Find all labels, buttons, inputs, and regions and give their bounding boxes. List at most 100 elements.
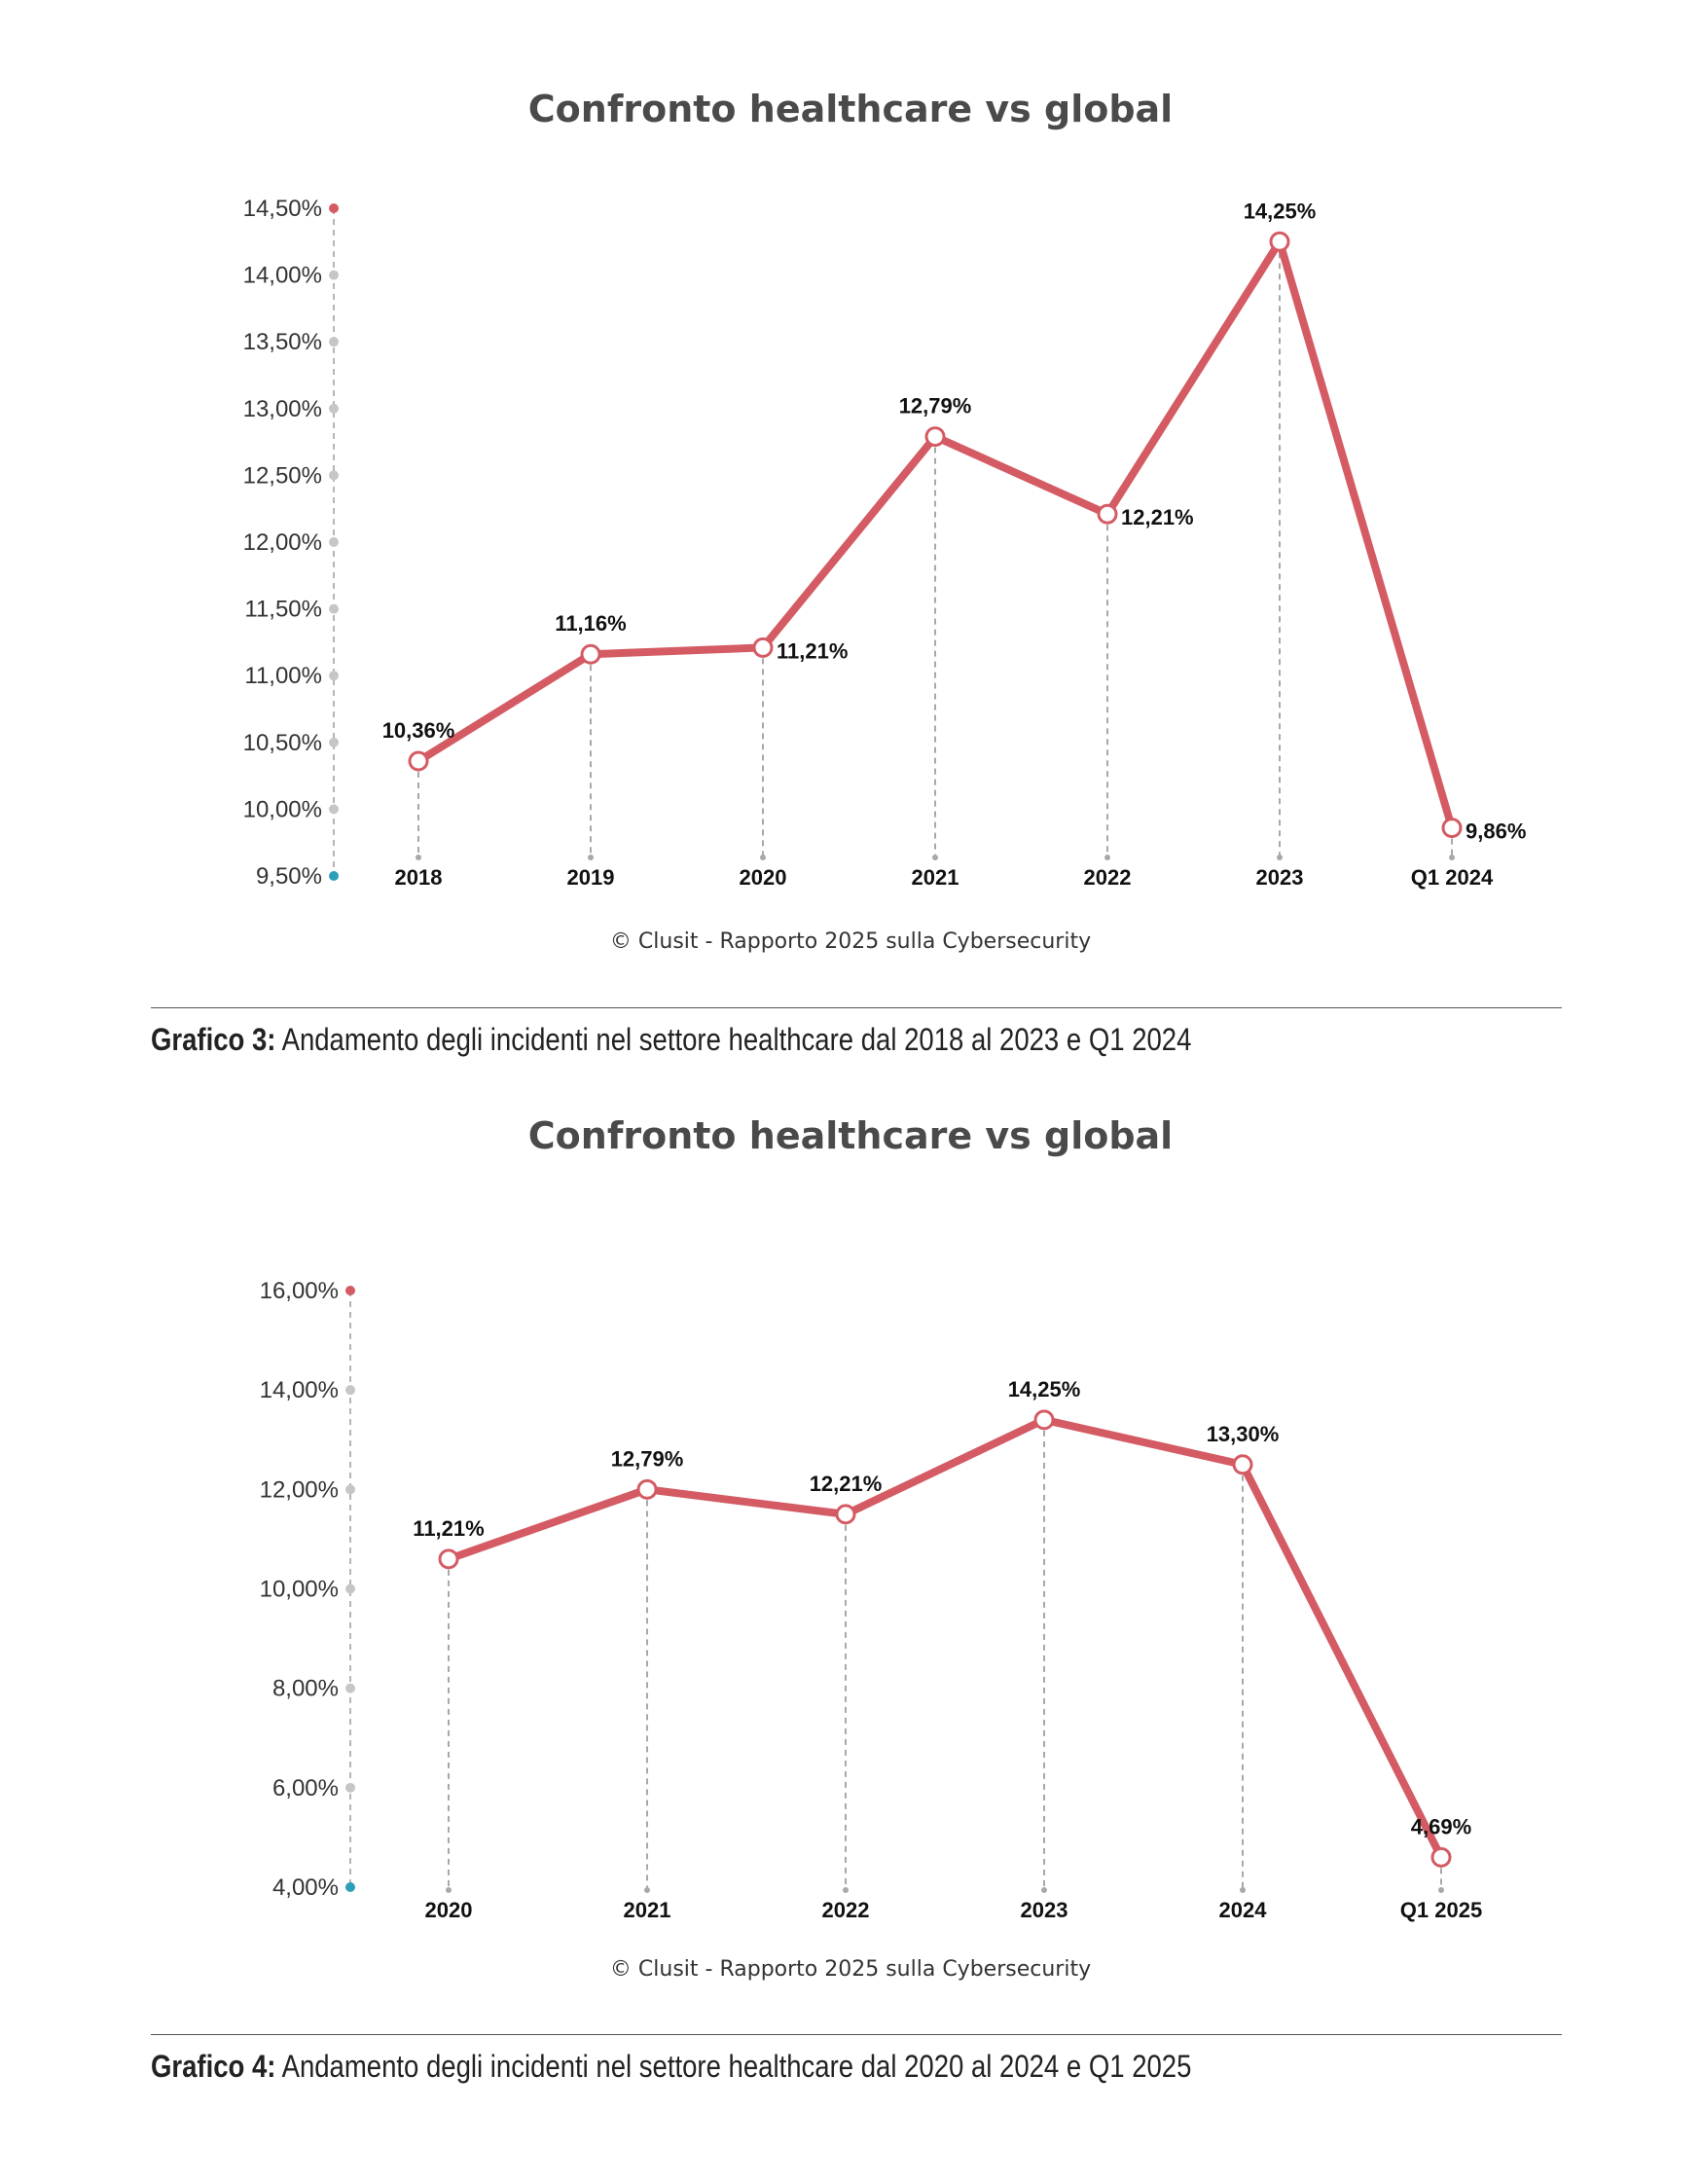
y-tick-dot: [329, 537, 339, 547]
y-tick-dot: [329, 871, 339, 881]
y-tick-dot: [329, 270, 339, 280]
category-tick-dot: [843, 1887, 849, 1893]
y-tick-label: 13,50%: [243, 329, 322, 355]
y-tick-dot: [329, 470, 339, 481]
x-category-label: 2021: [624, 1898, 671, 1922]
category-tick-dot: [1240, 1887, 1246, 1893]
y-tick-label: 10,50%: [243, 730, 322, 756]
caption-1: Grafico 3: Andamento degli incidenti nel…: [151, 1022, 1191, 1058]
category-tick-dot: [588, 855, 594, 860]
data-point: [1441, 818, 1463, 839]
chart-credit: © Clusit - Rapporto 2025 sulla Cybersecu…: [610, 1957, 1091, 1982]
x-category-label: 2021: [912, 865, 959, 890]
data-point: [1232, 1454, 1253, 1475]
data-label: 10,36%: [382, 718, 455, 743]
y-tick-dot: [329, 337, 339, 347]
category-tick-dot: [446, 1887, 452, 1893]
data-point: [1269, 231, 1290, 252]
y-tick-label: 16,00%: [260, 1278, 339, 1304]
chart-2: Confronto healthcare vs global 4,00% 6,00%…: [260, 1114, 1483, 1982]
caption-2-text: Andamento degli incidenti nel settore he…: [275, 2049, 1192, 2084]
x-category-label: 2022: [1084, 865, 1132, 890]
y-tick-label: 14,50%: [243, 196, 322, 222]
y-tick-dot: [329, 737, 339, 747]
y-tick-label: 6,00%: [272, 1775, 339, 1802]
y-tick-dot: [345, 1385, 355, 1396]
series-line: [445, 1415, 1445, 1862]
data-point: [580, 643, 601, 665]
y-tick-label: 12,50%: [243, 462, 322, 489]
y-tick-dot: [329, 203, 339, 213]
y-tick-dot: [345, 1484, 355, 1495]
data-point: [924, 426, 946, 448]
category-tick-dot: [1041, 1887, 1047, 1893]
y-tick-dot: [345, 1782, 355, 1793]
y-tick-label: 14,00%: [243, 263, 322, 289]
chart-credit: © Clusit - Rapporto 2025 sulla Cybersecu…: [610, 929, 1091, 954]
y-tick-label: 9,50%: [256, 863, 322, 890]
x-category-label: 2023: [1256, 865, 1304, 890]
y-tick-dot: [329, 804, 339, 815]
x-category-label: Q1 2025: [1400, 1898, 1482, 1922]
category-tick-dot: [760, 855, 766, 860]
category-tick-dot: [644, 1887, 650, 1893]
y-tick-dot: [329, 671, 339, 681]
chart-1: Confronto healthcare vs global 9,50% 10,00…: [243, 88, 1527, 954]
data-point: [752, 637, 774, 658]
y-tick-label: 10,00%: [243, 796, 322, 822]
y-tick-dot: [329, 403, 339, 414]
caption-2-label: Grafico 4:: [151, 2049, 276, 2084]
chart-title: Confronto healthcare vs global: [528, 88, 1173, 130]
y-tick-label: 11,00%: [244, 663, 322, 689]
x-category-label: 2020: [740, 865, 787, 890]
data-label: 13,30%: [1207, 1422, 1280, 1446]
y-tick-label: 10,00%: [260, 1577, 339, 1603]
data-label: 4,69%: [1411, 1814, 1471, 1838]
y-tick-dot: [345, 1882, 355, 1892]
x-category-label: 2019: [567, 865, 615, 890]
category-tick-dot: [1438, 1887, 1444, 1893]
category-tick-dot: [1104, 855, 1110, 860]
x-category-label: 2023: [1021, 1898, 1068, 1922]
y-tick-label: 4,00%: [272, 1875, 339, 1901]
data-point: [636, 1478, 658, 1500]
y-tick-label: 11,50%: [244, 597, 322, 623]
x-category-label: Q1 2024: [1411, 865, 1494, 890]
y-tick-dot: [329, 603, 339, 614]
x-category-label: 2020: [425, 1898, 473, 1922]
data-label: 12,21%: [1121, 505, 1194, 529]
y-tick-label: 12,00%: [243, 529, 322, 556]
data-label: 12,79%: [611, 1446, 684, 1471]
y-tick-label: 13,00%: [243, 396, 322, 422]
data-label: 14,25%: [1008, 1377, 1081, 1401]
category-tick-dot: [416, 855, 421, 860]
y-tick-label: 12,00%: [260, 1476, 339, 1503]
data-label: 12,21%: [810, 1472, 883, 1496]
data-point: [438, 1548, 459, 1570]
chart-title: Confronto healthcare vs global: [528, 1114, 1173, 1157]
y-tick-label: 14,00%: [260, 1377, 339, 1403]
y-tick-dot: [345, 1683, 355, 1693]
x-category-label: 2022: [822, 1898, 870, 1922]
data-label: 11,21%: [777, 638, 848, 663]
data-point: [835, 1504, 856, 1525]
caption-rule-2: [151, 2034, 1562, 2035]
data-point: [1097, 503, 1118, 525]
caption-2: Grafico 4: Andamento degli incidenti nel…: [151, 2049, 1191, 2085]
caption-rule-1: [151, 1007, 1562, 1008]
category-tick-dot: [932, 855, 938, 860]
x-category-label: 2024: [1219, 1898, 1268, 1922]
data-point: [1033, 1409, 1055, 1431]
x-category-label: 2018: [395, 865, 443, 890]
y-tick-dot: [345, 1583, 355, 1594]
y-tick-dot: [345, 1286, 355, 1295]
data-label: 11,21%: [413, 1516, 484, 1541]
data-point: [1430, 1846, 1452, 1868]
data-label: 14,25%: [1244, 199, 1317, 223]
category-tick-dot: [1449, 855, 1455, 860]
data-label: 9,86%: [1466, 819, 1526, 844]
data-label: 11,16%: [555, 611, 626, 636]
category-tick-dot: [1277, 855, 1283, 860]
data-point: [408, 750, 429, 772]
